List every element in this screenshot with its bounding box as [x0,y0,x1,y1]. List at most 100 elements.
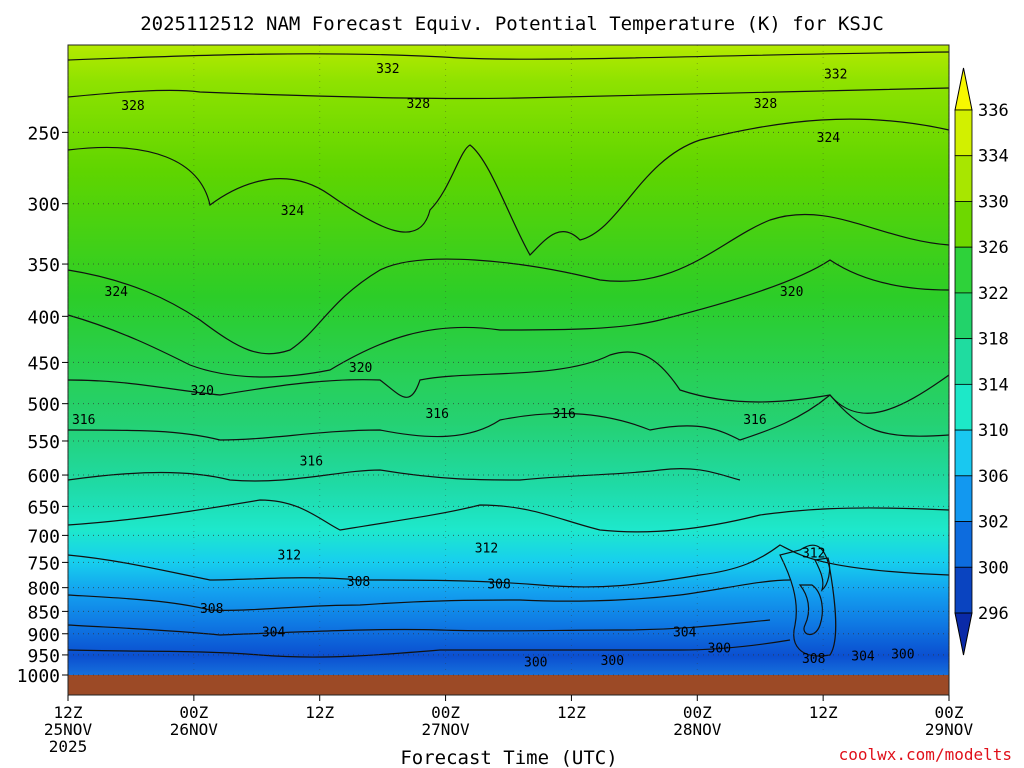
contour-line [67,351,950,414]
colorbar-label: 334 [978,147,1009,167]
contour-label: 328 [754,97,777,112]
y-tick-label: 1000 [17,666,60,687]
contour-label: 328 [407,97,430,112]
contour-label: 320 [780,285,803,300]
x-tick-label: 00Z [683,703,712,722]
contour-line [67,544,950,588]
contour-line [67,468,741,482]
y-tick-label: 550 [27,432,60,453]
colorbar-segment [954,383,973,431]
contour-line [67,213,950,355]
contour-label: 300 [891,647,914,662]
y-tick-label: 850 [27,602,60,623]
y-tick-label: 350 [27,255,60,276]
contour-label: 300 [524,655,547,670]
contour-label: 304 [673,626,697,641]
y-tick-label: 950 [27,646,60,667]
contour-label: 300 [708,641,731,656]
colorbar-label: 296 [978,604,1009,624]
colorbar-segment [954,292,973,340]
contour-label: 328 [121,99,144,114]
grid [67,45,950,676]
contour-line [67,639,791,658]
contour-labels: 332 332 328 328 328 324 324 324 320 320 320 316 316 3… [72,62,915,671]
colorbar-segment [954,201,973,248]
colorbar-label: 300 [978,558,1009,578]
chart-title: 2025112512 NAM Forecast Equiv. Potential… [140,13,884,35]
y-tick-label: 500 [27,395,60,416]
contour-label: 324 [281,204,305,219]
x-tick-label: 12Z [557,703,586,722]
contour-label: 324 [817,131,841,146]
colorbar-label: 302 [978,513,1009,533]
x-tick-label: 29NOV [925,720,974,739]
colorbar-segment [954,338,973,385]
y-tick-label: 400 [27,307,60,328]
colorbar-label: 330 [978,192,1009,212]
y-tick-label: 600 [27,466,60,487]
contour-line [67,619,771,636]
contour-label: 312 [475,541,498,556]
contour-label: 320 [349,361,372,376]
y-tick-label: 800 [27,579,60,600]
x-tick-label: 00Z [179,703,208,722]
y-tick-label: 650 [27,497,60,518]
contour-label: 308 [347,575,370,590]
plot-frame [67,44,950,696]
y-tick-label: 750 [27,553,60,574]
contour-label: 304 [851,649,875,664]
x-tick-label: 00Z [935,703,964,722]
colorbar-label: 306 [978,467,1009,487]
x-tick-label: 27NOV [421,720,470,739]
colorbar-segment [954,475,973,522]
x-tick-label: 2025 [49,737,88,756]
colorbar-segment [954,429,973,477]
field-background [68,45,949,675]
contour-line [67,499,950,533]
contour-lines [67,51,950,658]
contour-label: 316 [743,413,766,428]
contour-line [67,394,950,441]
x-tick-label: 12Z [305,703,334,722]
x-tick-label: 26NOV [170,720,219,739]
colorbar-segment [954,246,973,294]
contour-label: 308 [200,602,223,617]
colorbar-segment [954,155,973,202]
y-tick-label: 450 [27,353,60,374]
colorbar: 336 334 330 326 322 318 314 310 306 302 300 296 [954,67,1009,656]
contour-line [798,584,823,635]
contour-label: 320 [191,384,214,399]
contour-label: 332 [824,67,847,82]
x-tick-label: 28NOV [673,720,722,739]
contour-label: 312 [802,546,825,561]
y-tick-label: 250 [27,123,60,144]
contour-label: 324 [105,285,129,300]
colorbar-label: 310 [978,421,1009,441]
x-tick-label: 00Z [431,703,460,722]
colorbar-top-arrow [954,67,973,111]
y-tick-label: 900 [27,625,60,646]
colorbar-bottom-arrow [954,612,973,656]
y-axis: 2503003504004505005506006507007508008509… [17,123,68,687]
colorbar-label: 314 [978,375,1009,395]
contour-label: 304 [262,626,286,641]
colorbar-segment [954,109,973,157]
contour-label: 316 [72,413,95,428]
colorbar-label: 326 [978,238,1009,258]
x-axis-title: Forecast Time (UTC) [400,747,617,768]
contour-line [779,544,837,657]
colorbar-label: 318 [978,330,1009,350]
contour-line [814,557,831,592]
contour-label: 308 [487,578,510,593]
contour-label: 300 [601,654,624,669]
contour-label: 316 [425,407,448,422]
contour-label: 308 [802,652,825,667]
colorbar-segment [954,521,973,568]
contour-line [67,259,950,378]
contour-line [67,118,950,256]
x-tick-label: 12Z [54,703,83,722]
ground-strip [68,675,949,695]
contour-label: 312 [278,548,301,563]
